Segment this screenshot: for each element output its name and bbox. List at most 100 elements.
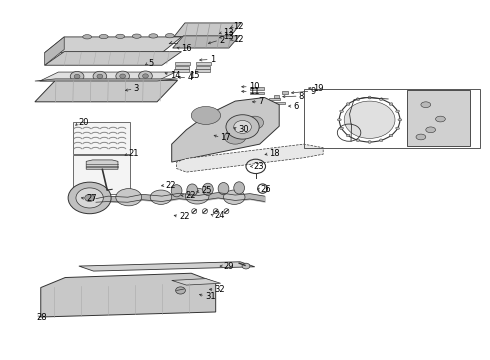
Polygon shape [35,79,177,81]
Bar [73,122,130,154]
Bar [304,89,480,148]
Ellipse shape [149,34,158,38]
Text: 12: 12 [233,35,244,44]
Ellipse shape [340,127,343,129]
Bar [274,102,285,104]
Ellipse shape [246,116,264,129]
Ellipse shape [187,184,197,196]
Polygon shape [172,279,220,285]
Ellipse shape [224,130,246,144]
Text: 22: 22 [179,212,190,221]
Bar [174,66,189,69]
Ellipse shape [389,103,393,105]
Ellipse shape [368,96,371,99]
Circle shape [143,74,148,78]
Text: 30: 30 [238,125,249,134]
Bar [73,155,130,194]
Text: 3: 3 [134,84,139,93]
Ellipse shape [99,35,108,39]
Text: 1: 1 [210,55,215,64]
Text: 9: 9 [311,86,316,95]
Ellipse shape [380,98,383,100]
Ellipse shape [191,107,220,125]
Circle shape [120,74,125,78]
Text: 13: 13 [223,32,234,41]
Polygon shape [407,90,470,146]
Text: 22: 22 [166,180,176,189]
Circle shape [76,188,103,208]
Text: 8: 8 [299,91,304,100]
Bar [174,69,189,72]
Circle shape [226,115,259,139]
Ellipse shape [380,139,383,142]
Ellipse shape [218,183,229,195]
Text: 6: 6 [293,102,298,111]
Polygon shape [35,80,177,102]
Text: 5: 5 [148,59,153,68]
Text: 15: 15 [189,71,199,80]
Text: 13: 13 [223,28,234,37]
Polygon shape [174,23,241,37]
Polygon shape [45,37,64,65]
Text: 27: 27 [86,194,97,203]
Ellipse shape [396,127,399,129]
Circle shape [175,287,185,294]
Ellipse shape [234,182,245,194]
Text: 2: 2 [219,36,224,45]
Ellipse shape [389,134,393,137]
Bar [270,98,280,100]
Ellipse shape [150,190,172,204]
Polygon shape [172,98,279,162]
Ellipse shape [223,190,245,204]
Bar [282,91,288,94]
Polygon shape [176,144,323,172]
Ellipse shape [426,127,436,133]
Bar [196,62,211,65]
Ellipse shape [171,185,182,197]
Bar [175,62,190,65]
Circle shape [74,74,80,78]
Ellipse shape [421,102,431,108]
Polygon shape [45,51,181,65]
Ellipse shape [416,134,426,140]
Text: 18: 18 [270,149,280,158]
Circle shape [139,71,152,81]
Text: 21: 21 [129,149,139,158]
Text: 26: 26 [261,185,271,194]
Circle shape [68,182,111,214]
Bar [196,66,210,69]
Text: 16: 16 [181,44,192,53]
Text: 29: 29 [223,262,234,271]
Text: 28: 28 [37,313,48,322]
Ellipse shape [340,110,343,112]
Text: 19: 19 [314,84,324,93]
Bar [274,95,279,98]
Ellipse shape [346,134,350,137]
Ellipse shape [368,140,371,143]
Circle shape [70,71,84,81]
Polygon shape [41,273,216,317]
Circle shape [234,121,251,134]
Ellipse shape [116,34,124,39]
Text: 31: 31 [205,292,216,301]
Ellipse shape [166,33,174,38]
Ellipse shape [202,183,213,195]
Ellipse shape [116,189,142,206]
Ellipse shape [346,103,350,105]
Bar [195,69,210,72]
Ellipse shape [398,119,402,121]
Text: 17: 17 [220,133,231,142]
Circle shape [93,71,107,81]
Circle shape [344,101,395,138]
Ellipse shape [356,98,360,100]
Circle shape [97,74,103,78]
Circle shape [85,194,95,202]
Text: 14: 14 [170,71,180,80]
Text: 32: 32 [215,285,225,294]
Ellipse shape [356,139,360,142]
Bar [250,87,264,90]
Text: 20: 20 [79,118,89,127]
Circle shape [242,263,250,269]
Polygon shape [45,37,181,53]
Polygon shape [86,160,118,169]
